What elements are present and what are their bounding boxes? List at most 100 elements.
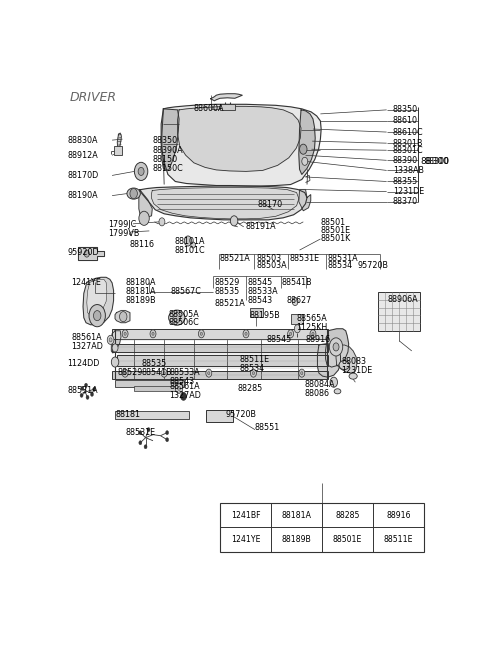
Circle shape — [300, 371, 303, 375]
Text: 88191A: 88191A — [246, 223, 276, 231]
Text: 88301B: 88301B — [393, 139, 423, 147]
Circle shape — [84, 383, 87, 387]
Text: 1241YE: 1241YE — [231, 535, 260, 544]
Text: 88285: 88285 — [335, 511, 360, 520]
Text: 88181: 88181 — [115, 410, 140, 419]
Circle shape — [310, 329, 316, 338]
Text: 88501E: 88501E — [333, 535, 362, 544]
Text: 88300: 88300 — [420, 157, 449, 166]
Text: 88189B: 88189B — [125, 296, 156, 305]
Text: 88503: 88503 — [256, 253, 281, 263]
Text: 1125KH: 1125KH — [297, 324, 328, 332]
Ellipse shape — [339, 360, 349, 369]
Text: 88545: 88545 — [267, 335, 292, 345]
Text: 95920D: 95920D — [67, 248, 99, 257]
Text: 88565A: 88565A — [297, 314, 327, 323]
Circle shape — [124, 332, 126, 335]
Bar — [112, 371, 328, 379]
Circle shape — [91, 392, 94, 396]
Text: 88534: 88534 — [240, 364, 264, 373]
Text: 1241YE: 1241YE — [71, 278, 101, 287]
Text: 95720B: 95720B — [358, 261, 389, 270]
Text: 88150C: 88150C — [152, 164, 183, 173]
Text: 88534: 88534 — [328, 261, 353, 270]
Text: 88501: 88501 — [321, 218, 346, 227]
Circle shape — [243, 329, 249, 338]
Circle shape — [178, 386, 180, 390]
Text: 95720B: 95720B — [225, 410, 256, 419]
Circle shape — [139, 430, 142, 435]
Bar — [114, 146, 122, 155]
Text: 88511E: 88511E — [384, 535, 413, 544]
Circle shape — [208, 371, 210, 375]
Text: 88355: 88355 — [393, 177, 418, 186]
Polygon shape — [325, 329, 348, 367]
Text: 88190A: 88190A — [67, 191, 98, 200]
Text: 88501K: 88501K — [321, 234, 351, 244]
Circle shape — [166, 438, 168, 441]
Text: 1327AD: 1327AD — [71, 343, 103, 352]
Text: 88543: 88543 — [169, 377, 194, 386]
Ellipse shape — [334, 389, 341, 394]
Polygon shape — [211, 94, 242, 101]
Circle shape — [173, 312, 180, 323]
Circle shape — [130, 189, 137, 198]
Text: 88285: 88285 — [237, 384, 263, 393]
Bar — [220, 503, 424, 552]
Text: 88551: 88551 — [255, 423, 280, 432]
Text: 88506C: 88506C — [168, 318, 199, 328]
Text: 1231DE: 1231DE — [341, 365, 372, 375]
Text: 88501E: 88501E — [321, 227, 350, 235]
Circle shape — [184, 236, 192, 246]
Circle shape — [84, 250, 89, 257]
Text: 1124DD: 1124DD — [67, 358, 100, 367]
Text: 88541B: 88541B — [282, 278, 312, 287]
Circle shape — [200, 332, 203, 335]
Text: 88084A: 88084A — [304, 380, 335, 388]
Text: 88533A: 88533A — [248, 287, 278, 296]
Circle shape — [175, 383, 183, 393]
Text: 88150: 88150 — [152, 155, 178, 164]
Circle shape — [180, 392, 186, 400]
Circle shape — [329, 338, 343, 356]
Text: 1799JC: 1799JC — [108, 220, 137, 229]
Text: 88561A: 88561A — [71, 333, 102, 343]
Text: 88529: 88529 — [215, 278, 240, 287]
Bar — [206, 411, 233, 422]
Polygon shape — [299, 110, 315, 174]
Bar — [378, 292, 420, 331]
Text: 1799VB: 1799VB — [108, 229, 140, 238]
Text: 88531E: 88531E — [289, 253, 320, 263]
Polygon shape — [162, 109, 179, 170]
Circle shape — [245, 332, 247, 335]
Circle shape — [166, 430, 168, 435]
Polygon shape — [78, 247, 104, 260]
Text: 88189B: 88189B — [282, 535, 312, 544]
Text: 88912A: 88912A — [67, 151, 98, 160]
Text: 88529: 88529 — [118, 367, 143, 377]
Text: 88350: 88350 — [152, 136, 178, 145]
Text: 1231DE: 1231DE — [393, 187, 424, 196]
Polygon shape — [139, 189, 152, 218]
Text: 88627: 88627 — [286, 296, 312, 305]
Circle shape — [107, 335, 114, 345]
Circle shape — [230, 215, 238, 226]
Circle shape — [152, 332, 154, 335]
Text: 88533A: 88533A — [169, 367, 200, 377]
Circle shape — [112, 344, 118, 352]
Circle shape — [122, 369, 128, 377]
Text: 88195B: 88195B — [250, 311, 280, 320]
Text: 88521A: 88521A — [219, 253, 250, 263]
Polygon shape — [299, 189, 311, 211]
Bar — [250, 308, 263, 316]
Circle shape — [122, 329, 128, 338]
Circle shape — [94, 310, 101, 321]
Text: 88170: 88170 — [257, 200, 282, 209]
Circle shape — [159, 218, 165, 226]
Text: 88181A: 88181A — [281, 511, 312, 520]
Text: 88083: 88083 — [341, 356, 366, 365]
Circle shape — [89, 305, 106, 327]
Ellipse shape — [127, 188, 140, 199]
Circle shape — [294, 325, 300, 333]
Polygon shape — [317, 344, 340, 377]
